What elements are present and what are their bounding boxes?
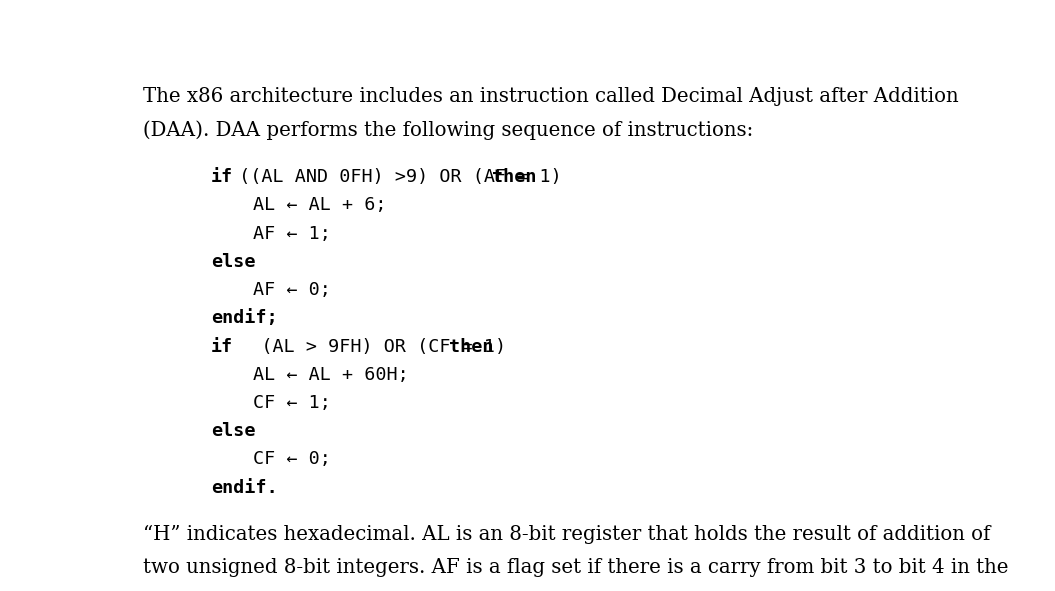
Text: CF ← 0;: CF ← 0; (253, 450, 331, 469)
Text: endif.: endif. (211, 479, 277, 496)
Text: else: else (211, 253, 255, 271)
Text: then: then (492, 168, 537, 186)
Text: “H” indicates hexadecimal. AL is an 8-bit register that holds the result of addi: “H” indicates hexadecimal. AL is an 8-bi… (142, 525, 990, 544)
Text: else: else (211, 422, 255, 440)
Text: if: if (211, 337, 233, 356)
Text: two unsigned 8-bit integers. AF is a flag set if there is a carry from bit 3 to : two unsigned 8-bit integers. AF is a fla… (142, 558, 1008, 577)
Text: AL ← AL + 60H;: AL ← AL + 60H; (253, 366, 409, 384)
Text: (AL > 9FH) OR (CF = 1): (AL > 9FH) OR (CF = 1) (228, 337, 517, 356)
Text: (DAA). DAA performs the following sequence of instructions:: (DAA). DAA performs the following sequen… (142, 120, 753, 139)
Text: ((AL AND 0FH) >9) OR (AF = 1): ((AL AND 0FH) >9) OR (AF = 1) (228, 168, 573, 186)
Text: then: then (449, 337, 494, 356)
Text: endif;: endif; (211, 309, 277, 327)
Text: AF ← 0;: AF ← 0; (253, 281, 331, 299)
Text: CF ← 1;: CF ← 1; (253, 394, 331, 412)
Text: AF ← 1;: AF ← 1; (253, 225, 331, 243)
Text: AL ← AL + 6;: AL ← AL + 6; (253, 196, 387, 215)
Text: The x86 architecture includes an instruction called Decimal Adjust after Additio: The x86 architecture includes an instruc… (142, 87, 958, 106)
Text: if: if (211, 168, 233, 186)
